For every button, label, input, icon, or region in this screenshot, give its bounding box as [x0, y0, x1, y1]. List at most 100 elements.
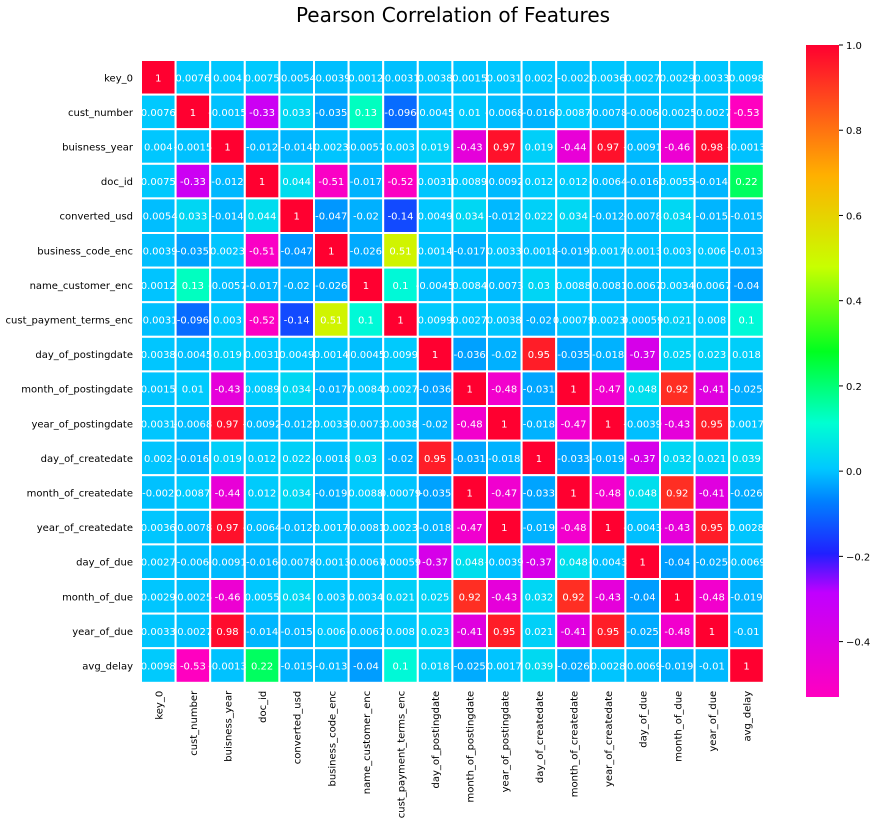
cell-value-label: -0.002: [142, 489, 174, 500]
cell-value-label: -0.0045: [416, 281, 455, 292]
cell-value-label: 0.006: [317, 627, 346, 638]
cell-value-label: -0.036: [419, 385, 451, 396]
cell-value-label: 0.0023: [591, 316, 626, 327]
cell-value-label: 0.0034: [660, 281, 695, 292]
cell-value-label: 1: [467, 489, 473, 500]
heatmap-cell: [728, 370, 765, 407]
cell-value-label: 0.019: [421, 143, 450, 154]
heatmap-cell: [278, 474, 315, 511]
cell-value-label: 0.0033: [487, 246, 522, 257]
heatmap-cell: [624, 508, 662, 546]
chart-title: Pearson Correlation of Features: [296, 3, 610, 27]
cell-value-label: 0.034: [455, 212, 484, 223]
y-tick-label: business_code_enc: [37, 246, 133, 257]
cell-value-label: 0.034: [282, 489, 311, 500]
cell-value-label: 1: [259, 177, 265, 188]
heatmap-cell: [140, 439, 177, 477]
cell-value-label: -0.026: [730, 489, 762, 500]
cell-value-label: 0.0036: [591, 73, 626, 84]
cell-value-label: 0.0033: [141, 627, 176, 638]
cell-value-label: 1: [605, 523, 611, 534]
cell-value-label: -0.0039: [623, 419, 662, 430]
cell-value-label: 0.0089: [245, 385, 280, 396]
heatmap-cell: [140, 232, 177, 269]
cell-value-label: 0.95: [701, 419, 723, 430]
y-tick-label: year_of_postingdate: [31, 419, 133, 430]
cell-value-label: -0.0015: [208, 108, 247, 119]
heatmap-cell: [313, 370, 350, 407]
cell-value-label: -0.0073: [347, 419, 386, 430]
cell-value-label: 1: [224, 143, 230, 154]
cell-value-label: -0.0067: [347, 558, 386, 569]
cell-value-label: 0.008: [386, 627, 415, 638]
cell-value-label: -0.51: [249, 246, 275, 257]
cell-value-label: 0.51: [320, 316, 342, 327]
cell-value-label: 0.98: [216, 627, 238, 638]
heatmap-cell: [728, 578, 765, 615]
cell-value-label: -0.01: [699, 662, 725, 673]
cell-value-label: 0.0031: [487, 73, 522, 84]
cell-value-label: -0.018: [488, 454, 520, 465]
cell-value-label: 0.0029: [660, 73, 695, 84]
cell-value-label: -0.019: [661, 662, 693, 673]
cell-value-label: 1: [467, 385, 473, 396]
cell-value-label: -0.026: [315, 281, 347, 292]
heatmap-cell: [347, 232, 385, 269]
heatmap-cell: [451, 59, 488, 96]
heatmap-cell: [416, 232, 454, 269]
cell-value-label: -0.0078: [623, 212, 662, 223]
cell-value-label: -0.033: [523, 489, 555, 500]
cell-value-label: 0.95: [597, 627, 619, 638]
heatmap-cell: [278, 162, 315, 200]
cell-value-label: 0.0088: [556, 281, 591, 292]
heatmap-cell: [589, 439, 627, 477]
cell-value-label: 0.008: [698, 316, 727, 327]
x-tick-label: month_of_createdate: [570, 691, 581, 797]
cell-value-label: 0.0099: [383, 350, 418, 361]
heatmap-cell: [589, 543, 627, 581]
heatmap-cell: [347, 405, 385, 442]
heatmap-cell: [728, 474, 765, 511]
heatmap-cell: [140, 335, 177, 373]
cell-value-label: -0.025: [627, 627, 659, 638]
colorbar-tick-label: 0.0: [846, 467, 862, 478]
cell-value-label: 0.97: [216, 523, 238, 534]
cell-value-label: -0.43: [215, 385, 241, 396]
cell-value-label: 1: [709, 627, 715, 638]
cell-value-label: 0.018: [732, 350, 761, 361]
x-tick-label: month_of_postingdate: [466, 691, 477, 803]
y-tick-label: day_of_createdate: [41, 454, 133, 465]
cell-value-label: -0.0078: [589, 108, 628, 119]
cell-value-label: -0.012: [592, 212, 624, 223]
cell-value-label: -0.017: [315, 385, 347, 396]
cell-value-label: -0.0081: [589, 281, 628, 292]
heatmap-cell: [486, 405, 523, 442]
cell-value-label: -0.012: [488, 212, 520, 223]
cell-value-label: -0.41: [699, 385, 725, 396]
cell-value-label: 0.002: [525, 73, 554, 84]
heatmap-cell: [555, 474, 592, 511]
heatmap-cell: [659, 474, 696, 511]
cell-value-label: -0.0015: [174, 143, 213, 154]
cell-value-label: 0.00079: [553, 316, 594, 327]
cell-value-label: 0.0038: [383, 419, 418, 430]
cell-value-label: -0.51: [318, 177, 344, 188]
cell-value-label: -0.52: [249, 316, 275, 327]
cell-value-label: -0.016: [246, 558, 278, 569]
cell-value-label: 1: [294, 212, 300, 223]
cell-value-label: -0.0073: [485, 281, 524, 292]
cell-value-label: 0.0031: [418, 177, 453, 188]
heatmap-cell: [728, 232, 765, 269]
heatmap-cell: [728, 197, 765, 234]
heatmap-cell: [278, 543, 315, 581]
cell-value-label: 0.0015: [141, 385, 176, 396]
cell-value-label: 0.0028: [729, 523, 764, 534]
cell-value-label: 1: [501, 523, 507, 534]
heatmap-cell: [278, 93, 315, 131]
cell-value-label: -0.019: [557, 246, 589, 257]
colorbar: [806, 45, 839, 697]
heatmap-cell: [174, 647, 212, 684]
heatmap-cell: [659, 59, 696, 96]
cell-value-label: -0.0067: [623, 281, 662, 292]
cell-value-label: -0.0013: [623, 246, 662, 257]
